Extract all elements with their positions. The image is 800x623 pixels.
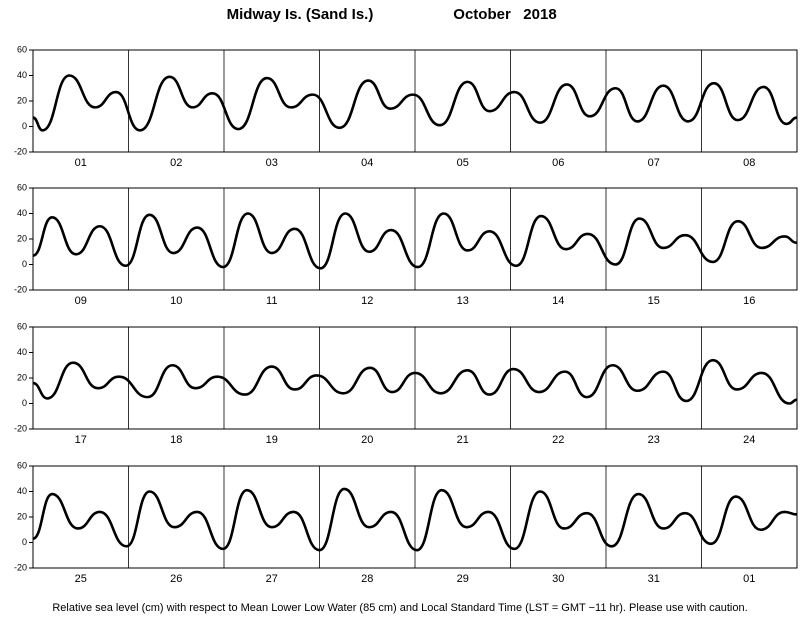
x-tick-label: 30 <box>552 573 564 585</box>
y-tick-label: 60 <box>17 182 27 192</box>
x-tick-label: 10 <box>170 295 182 307</box>
y-tick-label: 20 <box>17 95 27 105</box>
y-tick-label: 40 <box>17 347 27 357</box>
x-tick-label: 01 <box>75 157 87 169</box>
y-tick-label: 40 <box>17 208 27 218</box>
x-tick-label: 13 <box>457 295 469 307</box>
y-tick-label: 0 <box>22 121 27 131</box>
x-tick-label: 07 <box>648 157 660 169</box>
y-tick-label: 20 <box>17 372 27 382</box>
y-tick-label: 0 <box>22 537 27 547</box>
x-tick-label: 31 <box>648 573 660 585</box>
x-tick-label: 14 <box>552 295 564 307</box>
footer-note: Relative sea level (cm) with respect to … <box>52 602 747 614</box>
y-tick-label: -20 <box>14 146 27 156</box>
x-tick-label: 21 <box>457 434 469 446</box>
x-tick-label: 09 <box>75 295 87 307</box>
x-tick-label: 18 <box>170 434 182 446</box>
x-tick-label: 05 <box>457 157 469 169</box>
x-tick-label: 08 <box>743 157 755 169</box>
x-tick-label: 19 <box>266 434 278 446</box>
tide-curve <box>32 358 798 405</box>
x-tick-label: 11 <box>266 295 277 307</box>
y-tick-label: 20 <box>17 233 27 243</box>
x-tick-label: 22 <box>552 434 564 446</box>
x-tick-label: 20 <box>361 434 373 446</box>
y-tick-label: 20 <box>17 511 27 521</box>
y-tick-label: -20 <box>14 423 27 433</box>
y-tick-label: 60 <box>17 321 27 331</box>
x-tick-label: 17 <box>75 434 87 446</box>
y-tick-label: 60 <box>17 44 27 54</box>
x-tick-label: 27 <box>266 573 278 585</box>
y-tick-label: -20 <box>14 562 27 572</box>
tide-curve <box>32 487 798 552</box>
y-tick-label: 0 <box>22 398 27 408</box>
x-tick-label: 15 <box>648 295 660 307</box>
x-tick-label: 23 <box>648 434 660 446</box>
x-tick-label: 16 <box>743 295 755 307</box>
x-tick-label: 24 <box>743 434 755 446</box>
x-tick-label: 01 <box>743 573 755 585</box>
x-tick-label: 29 <box>457 573 469 585</box>
x-tick-label: 25 <box>75 573 87 585</box>
x-tick-label: 03 <box>266 157 278 169</box>
x-tick-label: 12 <box>361 295 373 307</box>
tide-curve <box>32 212 798 270</box>
x-tick-label: 04 <box>361 157 373 169</box>
tide-curve <box>32 74 798 132</box>
y-tick-label: 40 <box>17 486 27 496</box>
y-tick-label: 60 <box>17 460 27 470</box>
y-tick-label: 0 <box>22 259 27 269</box>
x-tick-label: 06 <box>552 157 564 169</box>
x-tick-label: 02 <box>170 157 182 169</box>
x-tick-label: 28 <box>361 573 373 585</box>
y-tick-label: 40 <box>17 70 27 80</box>
chart-title: Midway Is. (Sand Is.) <box>227 6 374 23</box>
x-tick-label: 26 <box>170 573 182 585</box>
y-tick-label: -20 <box>14 284 27 294</box>
chart-subtitle: October 2018 <box>453 6 556 23</box>
